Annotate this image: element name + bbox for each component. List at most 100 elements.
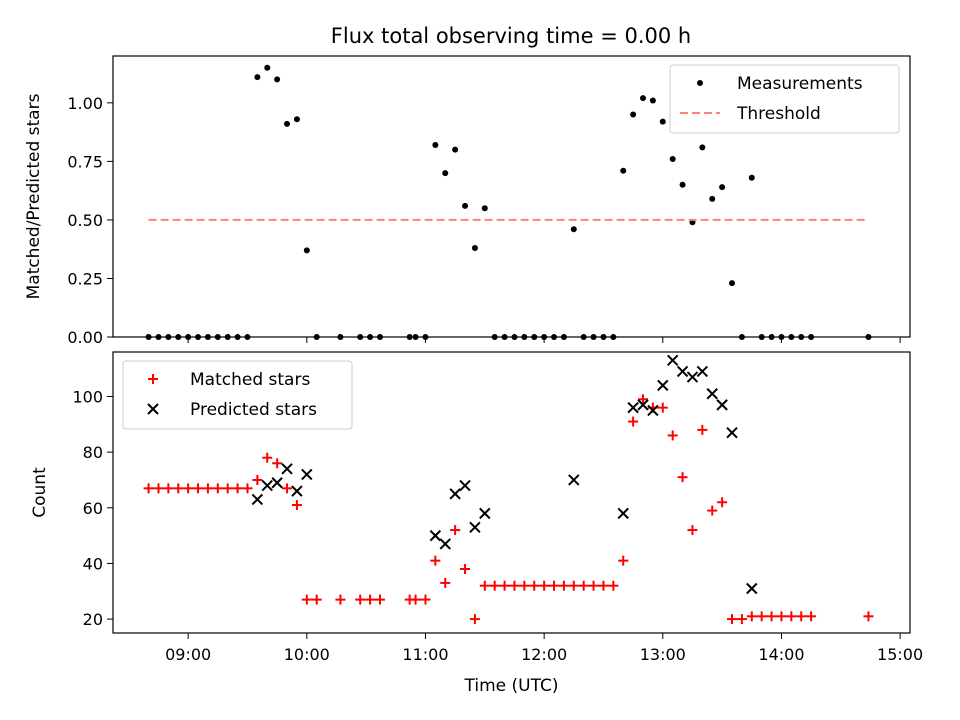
measurement-point: [471, 245, 478, 252]
matched-stars-point: [430, 555, 441, 566]
measurement-point: [649, 97, 656, 104]
predicted-stars-point: [251, 493, 264, 506]
y-tick-label: 40: [83, 554, 103, 573]
y-tick-label: 0.00: [67, 328, 103, 347]
matched-stars-point: [489, 580, 500, 591]
measurement-point: [432, 141, 439, 148]
legend-box: [122, 360, 353, 430]
matched-stars-point: [440, 577, 451, 588]
matched-stars-point: [638, 394, 649, 405]
matched-stars-point: [311, 594, 322, 605]
matched-stars-point: [746, 611, 757, 622]
matched-stars-point: [736, 614, 747, 625]
measurement-point: [729, 280, 736, 287]
matched-stars-point: [460, 564, 471, 575]
measurement-point: [709, 195, 716, 202]
predicted-stars-point: [637, 399, 649, 411]
legend: Measurements Threshold: [669, 64, 900, 134]
matched-stars-point: [469, 614, 480, 625]
matched-stars-point: [558, 580, 569, 591]
matched-stars-point: [499, 580, 510, 591]
x-tick-label: 15:00: [877, 645, 923, 664]
x-tick-label: 13:00: [640, 645, 686, 664]
measurement-point: [669, 156, 676, 163]
predicted-stars-point: [271, 477, 283, 489]
predicted-stars-point: [657, 379, 669, 392]
measurement-point: [274, 76, 281, 83]
measurement-point: [264, 64, 271, 71]
matched-stars-point: [697, 424, 708, 435]
predicted-stars-point: [696, 365, 709, 378]
legend-predicted-swatch: [147, 403, 159, 415]
y-tick-label: 60: [83, 499, 103, 518]
predicted-stars-point: [726, 426, 738, 439]
matched-stars-point: [717, 497, 728, 508]
y-tick-label: 100: [72, 388, 103, 407]
measurement-point: [481, 205, 488, 212]
matched-stars-point: [212, 483, 223, 494]
measurement-point: [452, 146, 459, 153]
matched-stars-point: [202, 483, 213, 494]
predicted-stars-point: [479, 507, 491, 520]
y-tick-label: 0.25: [67, 269, 103, 288]
matched-stars-point: [143, 483, 154, 494]
matched-stars-point: [786, 611, 797, 622]
matched-stars-point: [282, 483, 293, 494]
legend-label: Measurements: [737, 74, 863, 94]
predicted-stars-point: [301, 468, 313, 481]
legend-box: [669, 64, 900, 134]
predicted-stars-point: [449, 488, 461, 500]
matched-stars-point: [163, 483, 174, 494]
measurement-point: [719, 184, 726, 191]
matched-stars-point: [549, 580, 560, 591]
matched-stars-point: [667, 430, 678, 441]
predicted-stars-point: [647, 404, 659, 417]
count-panel: 20 40 60 80 100 09:00 10:00 11:00 12:00 13:00 14:0…: [30, 351, 923, 696]
matched-stars-point: [374, 594, 385, 605]
matched-stars-point: [301, 594, 312, 605]
axes-frame: [112, 351, 911, 634]
matched-stars-point: [806, 611, 817, 622]
measurement-point: [630, 111, 637, 118]
matched-stars-point: [335, 594, 346, 605]
matched-stars-point: [588, 580, 599, 591]
matched-stars-point: [420, 594, 431, 605]
matched-stars-point: [183, 483, 194, 494]
measurement-point: [679, 181, 686, 188]
predicted-stars-point: [291, 485, 303, 497]
figure-title: Flux total observing time = 0.00 h: [331, 24, 691, 48]
measurement-point: [748, 174, 755, 181]
y-axis-label: Count: [30, 467, 50, 518]
predicted-stars-point: [261, 479, 273, 492]
measurement-point: [303, 247, 310, 254]
measurement-point: [620, 167, 627, 174]
x-tick-label: 10:00: [284, 645, 330, 664]
matched-stars-point: [578, 580, 589, 591]
measurement-point: [640, 95, 647, 102]
x-tick-label: 11:00: [402, 645, 448, 664]
legend-label: Matched stars: [190, 370, 310, 390]
matched-stars-point: [450, 525, 461, 536]
measurement-point: [699, 144, 706, 151]
matched-stars-point: [365, 594, 376, 605]
y-tick-label: 0.50: [67, 211, 103, 230]
matched-stars-point: [687, 525, 698, 536]
measurement-point: [442, 170, 449, 177]
legend-matched-swatch: [148, 374, 158, 384]
matched-stars-point: [568, 580, 579, 591]
legend-label: Predicted stars: [190, 400, 317, 420]
predicted-stars-point: [459, 479, 471, 492]
legend: Matched stars Predicted stars: [122, 360, 353, 430]
y-tick-label: 20: [83, 610, 103, 629]
matched-stars-point: [232, 483, 243, 494]
legend-label: Threshold: [736, 104, 821, 124]
matched-stars-point: [657, 402, 668, 413]
matched-stars-point: [677, 472, 688, 483]
matched-stars-point: [519, 580, 530, 591]
matched-stars-point: [222, 483, 233, 494]
matched-stars-point: [598, 580, 609, 591]
matched-stars-point: [173, 483, 184, 494]
matched-stars-point: [529, 580, 540, 591]
legend-measurement-swatch: [697, 80, 703, 86]
